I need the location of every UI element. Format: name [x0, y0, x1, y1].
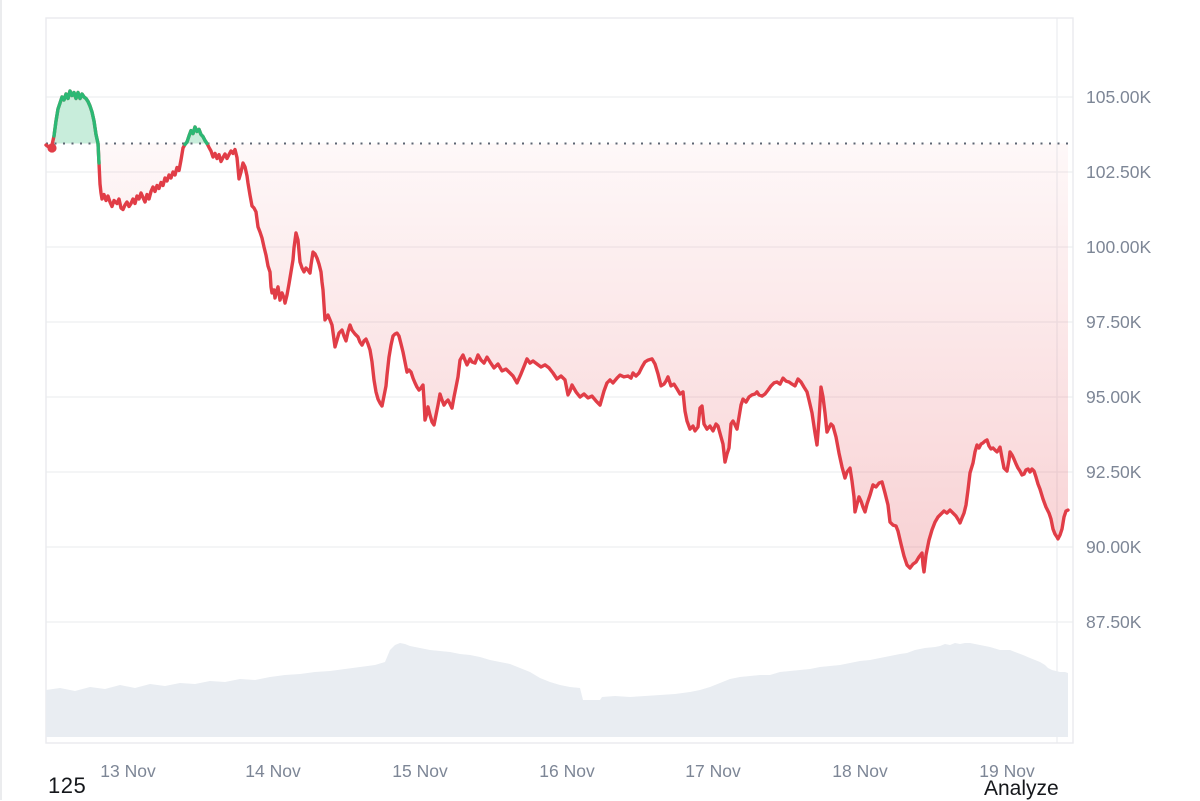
volume-area [46, 643, 1068, 737]
y-axis-label: 87.50K [1086, 612, 1142, 632]
x-axis-label: 15 Nov [392, 761, 448, 781]
page-left-edge-divider [0, 0, 2, 800]
x-axis-label: 13 Nov [100, 761, 156, 781]
y-axis-label: 90.00K [1086, 537, 1142, 557]
x-axis-label: 19 Nov [979, 761, 1035, 781]
x-axis-label: 16 Nov [539, 761, 595, 781]
price-line-up-segment [183, 125, 209, 147]
plot-border [45, 17, 1074, 744]
analyze-button[interactable]: Analyze [984, 777, 1059, 800]
price-area-fill-down [46, 143, 1068, 572]
y-axis-label: 92.50K [1086, 462, 1142, 482]
y-axis-label: 105.00K [1086, 87, 1152, 107]
y-axis-label: 102.50K [1086, 162, 1152, 182]
y-axis-label: 97.50K [1086, 312, 1142, 332]
y-axis-label: 100.00K [1086, 237, 1152, 257]
y-axis-label: 95.00K [1086, 387, 1142, 407]
price-area-fill-up [185, 127, 207, 144]
start-price-marker [47, 143, 57, 153]
price-line-up-segment [52, 89, 101, 165]
x-axis-label: 14 Nov [245, 761, 301, 781]
page-number-text: 125 [48, 773, 87, 798]
x-axis-label: 17 Nov [685, 761, 741, 781]
x-axis-label: 18 Nov [832, 761, 888, 781]
